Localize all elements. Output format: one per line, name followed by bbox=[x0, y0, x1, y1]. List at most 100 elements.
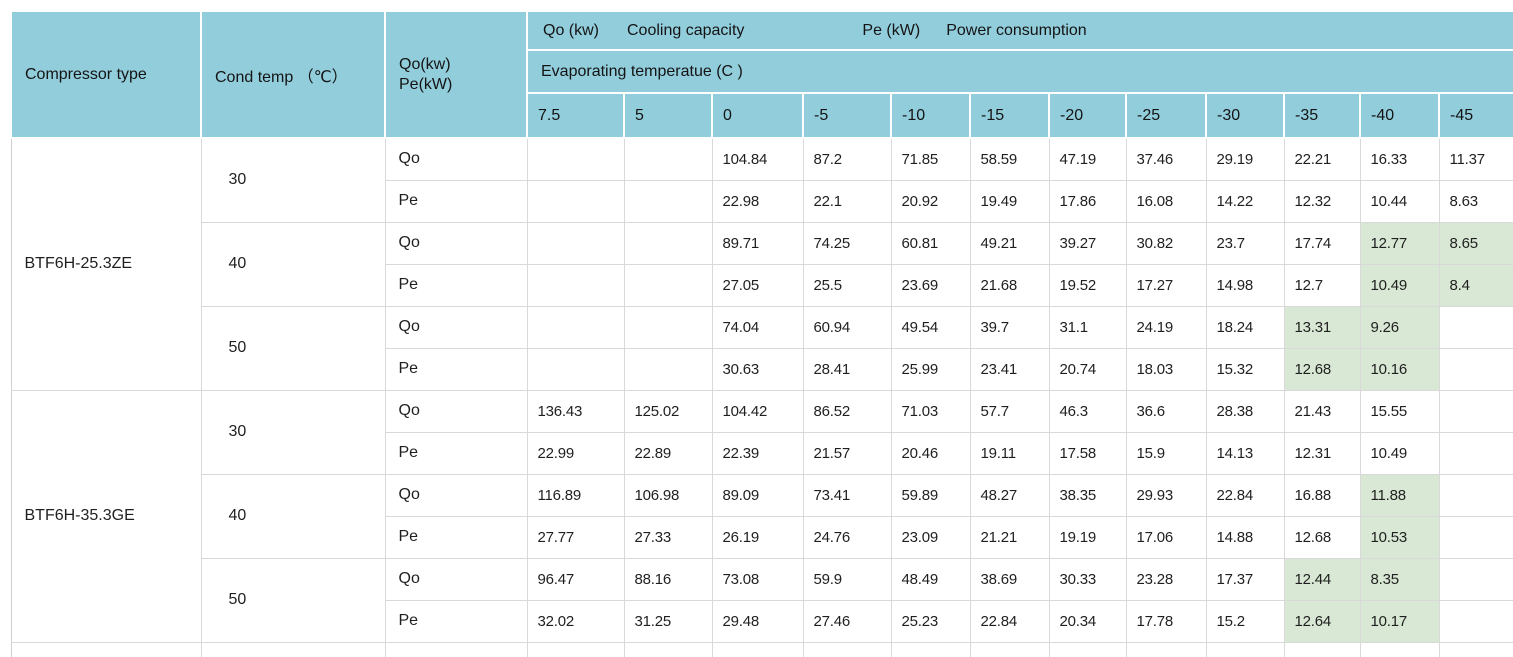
value-cell: 73.41 bbox=[802, 473, 892, 517]
value-cell: 10.49 bbox=[1359, 263, 1440, 307]
value-cell: 38.35 bbox=[1048, 473, 1127, 517]
value-cell: 28.38 bbox=[1205, 389, 1285, 433]
value-cell: 27.77 bbox=[526, 515, 625, 559]
value-cell: 57.7 bbox=[969, 389, 1050, 433]
row-label-qo: Qo bbox=[384, 389, 528, 433]
col-header-compressor-type: Compressor type bbox=[10, 10, 202, 139]
value-cell bbox=[526, 305, 625, 349]
value-cell: 16.33 bbox=[1359, 137, 1440, 181]
value-cell: 25.5 bbox=[802, 263, 892, 307]
value-cell: 16.08 bbox=[1125, 179, 1207, 223]
evap-temp-header-5: 5 bbox=[623, 92, 713, 139]
value-cell: 20.34 bbox=[1048, 599, 1127, 643]
evap-temp-header--10: -10 bbox=[890, 92, 971, 139]
value-cell: 24.19 bbox=[1125, 305, 1207, 349]
compressor-name: BTF6H-25.3ZE bbox=[10, 137, 202, 391]
value-cell: 8.4 bbox=[1438, 263, 1513, 307]
value-cell: 20.92 bbox=[890, 179, 971, 223]
value-cell: 28.41 bbox=[802, 347, 892, 391]
value-cell: 27.05 bbox=[711, 263, 804, 307]
value-cell: 106.98 bbox=[623, 473, 713, 517]
value-cell bbox=[526, 137, 625, 181]
table-row: 50 Qo 96.47 88.16 73.08 59.9 48.49 38.69 30.33 23… bbox=[11, 557, 1513, 643]
value-cell: 48.49 bbox=[890, 557, 971, 601]
row-label-qo: Qo bbox=[384, 473, 528, 517]
value-cell: 60.94 bbox=[802, 305, 892, 349]
table-row: 40 Qo 89.71 74.25 60.81 49.21 39.27 30.82 23.7 17… bbox=[11, 221, 1513, 307]
value-cell: 10.49 bbox=[1359, 431, 1440, 475]
row-label-pe: Pe bbox=[384, 431, 528, 475]
value-cell: 12.7 bbox=[1283, 263, 1361, 307]
value-cell: 12.64 bbox=[1283, 599, 1361, 643]
value-cell: 19.52 bbox=[1048, 263, 1127, 307]
value-cell: 39.27 bbox=[1048, 221, 1127, 265]
header-evaporating-temperature: Evaporating temperatue (C ) bbox=[525, 49, 1513, 94]
value-cell bbox=[1438, 431, 1513, 475]
value-cell: 12.68 bbox=[1283, 515, 1361, 559]
value-cell: 59.89 bbox=[890, 473, 971, 517]
partial-row-cell bbox=[384, 641, 528, 657]
value-cell: 17.86 bbox=[1048, 179, 1127, 223]
evap-temp-header--45: -45 bbox=[1437, 92, 1513, 139]
value-cell: 96.47 bbox=[526, 557, 625, 601]
value-cell: 10.17 bbox=[1359, 599, 1440, 643]
row-label-qo: Qo bbox=[384, 221, 528, 265]
value-cell bbox=[1438, 473, 1513, 517]
value-cell: 22.21 bbox=[1283, 137, 1361, 181]
value-cell bbox=[623, 347, 713, 391]
header-capacity-consumption: Qo (kw) Cooling capacity Pe (kW) Power cons… bbox=[525, 10, 1513, 51]
value-cell: 20.46 bbox=[890, 431, 971, 475]
evap-temp-header--20: -20 bbox=[1048, 92, 1127, 139]
value-cell: 14.98 bbox=[1205, 263, 1285, 307]
value-cell: 12.32 bbox=[1283, 179, 1361, 223]
partial-row-cell bbox=[890, 641, 971, 657]
value-cell: 31.25 bbox=[623, 599, 713, 643]
value-cell: 10.16 bbox=[1359, 347, 1440, 391]
table-row: BTF6H-35.3GE 30 Qo 136.43 125.02 104.42 86.52 7… bbox=[10, 389, 1513, 643]
value-cell: 89.09 bbox=[711, 473, 804, 517]
evap-temp-header--30: -30 bbox=[1205, 92, 1285, 139]
value-cell: 19.11 bbox=[969, 431, 1050, 475]
row-label-qo: Qo bbox=[384, 557, 528, 601]
cond-temp-value: 30 bbox=[200, 389, 386, 475]
table-row: Pe 27.77 27.33 26.19 24.76 23.09 21.21 19.19 17.… bbox=[11, 515, 1513, 559]
value-cell: 22.98 bbox=[711, 179, 804, 223]
evap-temp-header-0: 0 bbox=[711, 92, 804, 139]
value-cell: 21.43 bbox=[1283, 389, 1361, 433]
value-cell: 89.71 bbox=[711, 221, 804, 265]
cond-temp-value: 50 bbox=[200, 557, 386, 643]
value-cell: 19.19 bbox=[1048, 515, 1127, 559]
value-cell: 22.99 bbox=[526, 431, 625, 475]
partial-row-cell bbox=[1438, 641, 1513, 657]
partial-row-cell bbox=[1359, 641, 1440, 657]
value-cell: 12.77 bbox=[1359, 221, 1440, 265]
compressor-name: BTF6H-35.3GE bbox=[10, 389, 202, 643]
value-cell: 29.93 bbox=[1125, 473, 1207, 517]
evap-temp-header--5: -5 bbox=[802, 92, 892, 139]
value-cell bbox=[1438, 347, 1513, 391]
value-cell: 39.7 bbox=[969, 305, 1050, 349]
value-cell: 136.43 bbox=[526, 389, 625, 433]
value-cell: 74.25 bbox=[802, 221, 892, 265]
table-row: Pe 32.02 31.25 29.48 27.46 25.23 22.84 20.34 17.… bbox=[11, 599, 1513, 643]
value-cell bbox=[1438, 389, 1513, 433]
row-label-qo: Qo bbox=[384, 137, 528, 181]
value-cell: 22.89 bbox=[623, 431, 713, 475]
value-cell: 11.88 bbox=[1359, 473, 1440, 517]
value-cell: 17.58 bbox=[1048, 431, 1127, 475]
value-cell: 31.1 bbox=[1048, 305, 1127, 349]
value-cell: 26.19 bbox=[711, 515, 804, 559]
evap-temp-header--35: -35 bbox=[1283, 92, 1361, 139]
evap-temp-header--40: -40 bbox=[1359, 92, 1440, 139]
value-cell bbox=[1438, 515, 1513, 559]
cond-temp-value: 40 bbox=[200, 473, 386, 559]
value-cell: 15.2 bbox=[1205, 599, 1285, 643]
value-cell: 21.21 bbox=[969, 515, 1050, 559]
value-cell bbox=[623, 137, 713, 181]
value-cell: 104.84 bbox=[711, 137, 804, 181]
partial-row bbox=[10, 641, 1513, 657]
value-cell: 30.33 bbox=[1048, 557, 1127, 601]
value-cell: 19.49 bbox=[969, 179, 1050, 223]
value-cell: 36.6 bbox=[1125, 389, 1207, 433]
